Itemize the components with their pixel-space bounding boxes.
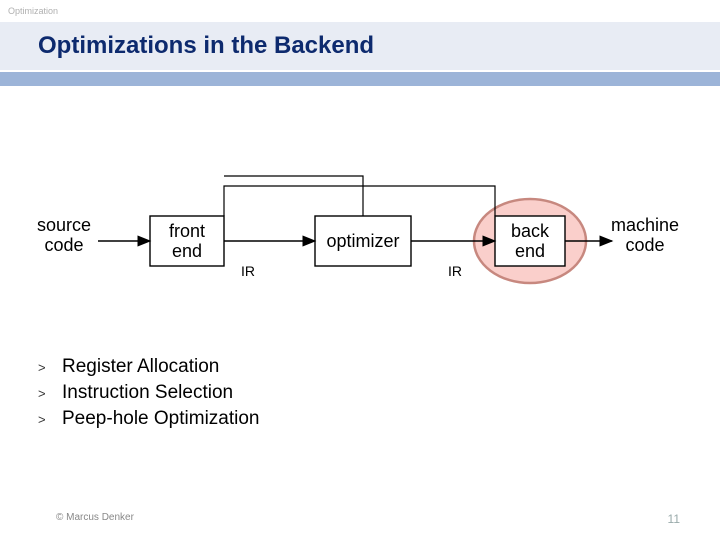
bullet-text: Peep-hole Optimization [62, 408, 260, 430]
bullet-list: >Register Allocation>Instruction Selecti… [0, 356, 720, 430]
bullet-marker: > [38, 412, 62, 427]
bullet-marker: > [38, 386, 62, 401]
box-label-backend: back [511, 221, 550, 241]
bullet-item: >Instruction Selection [38, 382, 720, 404]
bullet-marker: > [38, 360, 62, 375]
header-small-label: Optimization [0, 0, 720, 16]
label-source: source [37, 215, 91, 235]
footer: © Marcus Denker 11 [0, 512, 720, 526]
title-bar: Optimizations in the Backend [0, 22, 720, 70]
box-label-backend: end [515, 241, 545, 261]
label-source: code [44, 235, 83, 255]
label-machine: machine [611, 215, 679, 235]
box-label-optimizer: optimizer [326, 231, 399, 251]
label-machine: code [625, 235, 664, 255]
page-number: 11 [668, 512, 680, 526]
bullet-item: >Register Allocation [38, 356, 720, 378]
feedback-path [224, 186, 495, 216]
copyright-text: © Marcus Denker [56, 512, 134, 526]
bullet-item: >Peep-hole Optimization [38, 408, 720, 430]
bullet-text: Register Allocation [62, 356, 219, 378]
box-label-frontend: front [169, 221, 205, 241]
label-ir1: IR [241, 263, 255, 279]
page-title: Optimizations in the Backend [38, 32, 720, 60]
label-ir2: IR [448, 263, 462, 279]
accent-stripe [0, 72, 720, 86]
feedback-path [224, 176, 363, 216]
bullet-text: Instruction Selection [62, 382, 233, 404]
box-label-frontend: end [172, 241, 202, 261]
pipeline-diagram: frontendoptimizerbackendsourcecodemachin… [0, 116, 720, 336]
